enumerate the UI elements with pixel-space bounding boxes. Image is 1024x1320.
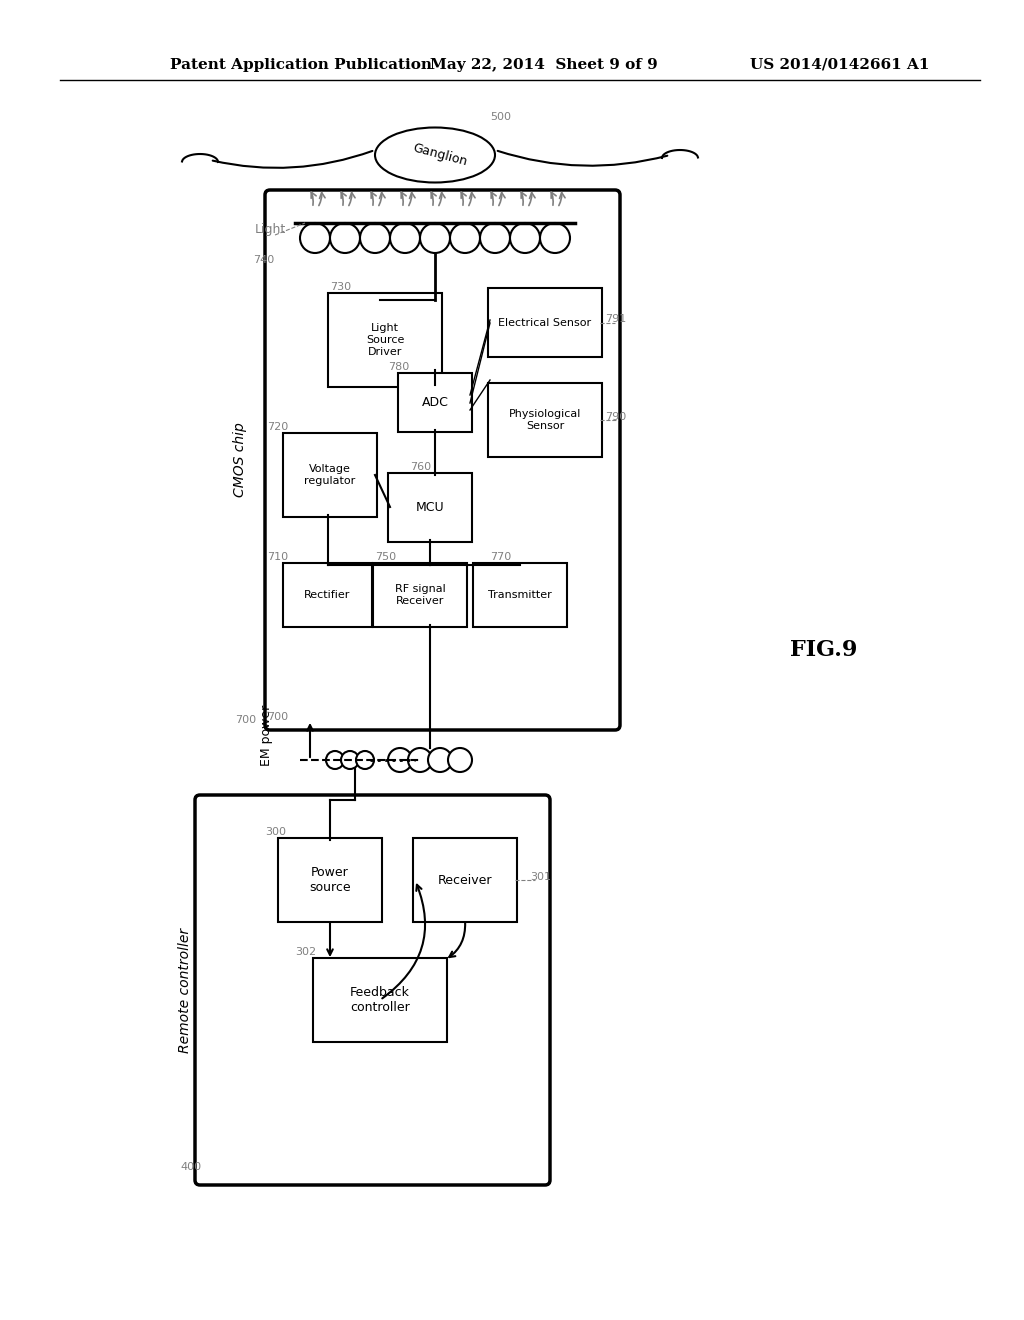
Text: 730: 730	[330, 282, 351, 292]
Circle shape	[540, 223, 570, 253]
Text: RF signal
Receiver: RF signal Receiver	[394, 585, 445, 606]
Text: 740: 740	[253, 255, 274, 265]
Circle shape	[330, 223, 360, 253]
Text: FIG.9: FIG.9	[790, 639, 857, 661]
Text: 710: 710	[267, 552, 288, 562]
Text: 760: 760	[410, 462, 431, 473]
Text: Light: Light	[255, 223, 287, 236]
Circle shape	[480, 223, 510, 253]
FancyBboxPatch shape	[488, 383, 602, 457]
Text: 700: 700	[234, 715, 256, 725]
FancyBboxPatch shape	[388, 473, 472, 543]
Circle shape	[300, 223, 330, 253]
Circle shape	[390, 223, 420, 253]
Text: Physiological
Sensor: Physiological Sensor	[509, 409, 582, 430]
FancyBboxPatch shape	[328, 293, 442, 387]
Text: Rectifier: Rectifier	[304, 590, 350, 601]
FancyBboxPatch shape	[265, 190, 620, 730]
Text: May 22, 2014  Sheet 9 of 9: May 22, 2014 Sheet 9 of 9	[430, 58, 657, 73]
Circle shape	[450, 223, 480, 253]
Text: 790: 790	[605, 412, 627, 422]
Ellipse shape	[375, 128, 495, 182]
Text: Ganglion: Ganglion	[412, 141, 469, 169]
FancyBboxPatch shape	[398, 374, 472, 432]
Text: 700: 700	[267, 711, 288, 722]
Text: 400: 400	[180, 1162, 201, 1172]
Text: Remote controller: Remote controller	[178, 928, 193, 1052]
Circle shape	[420, 223, 450, 253]
Circle shape	[356, 751, 374, 770]
Circle shape	[449, 748, 472, 772]
Text: Voltage
regulator: Voltage regulator	[304, 465, 355, 486]
Text: 720: 720	[267, 422, 288, 432]
Circle shape	[360, 223, 390, 253]
Text: 791: 791	[605, 314, 627, 325]
Text: CMOS chip: CMOS chip	[233, 422, 247, 498]
FancyBboxPatch shape	[373, 564, 467, 627]
FancyBboxPatch shape	[283, 564, 372, 627]
Text: Patent Application Publication: Patent Application Publication	[170, 58, 432, 73]
Circle shape	[408, 748, 432, 772]
FancyBboxPatch shape	[488, 288, 602, 356]
Text: 300: 300	[265, 828, 286, 837]
Text: Electrical Sensor: Electrical Sensor	[499, 318, 592, 327]
Text: 500: 500	[490, 112, 511, 121]
FancyBboxPatch shape	[413, 838, 517, 921]
Text: 770: 770	[490, 552, 511, 562]
FancyBboxPatch shape	[278, 838, 382, 921]
Text: MCU: MCU	[416, 502, 444, 513]
Text: EM power: EM power	[260, 705, 273, 766]
Text: Power
source: Power source	[309, 866, 351, 894]
Text: 301: 301	[530, 873, 551, 882]
FancyBboxPatch shape	[313, 958, 447, 1041]
Circle shape	[510, 223, 540, 253]
Text: Feedback
controller: Feedback controller	[350, 986, 410, 1014]
Circle shape	[341, 751, 359, 770]
Circle shape	[388, 748, 412, 772]
Text: US 2014/0142661 A1: US 2014/0142661 A1	[750, 58, 930, 73]
Text: 302: 302	[295, 946, 316, 957]
Text: Light
Source
Driver: Light Source Driver	[366, 323, 404, 356]
Text: 750: 750	[375, 552, 396, 562]
Circle shape	[428, 748, 452, 772]
Text: Transmitter: Transmitter	[488, 590, 552, 601]
Text: ADC: ADC	[422, 396, 449, 409]
FancyBboxPatch shape	[195, 795, 550, 1185]
Circle shape	[326, 751, 344, 770]
FancyBboxPatch shape	[473, 564, 567, 627]
Text: 780: 780	[388, 362, 410, 372]
FancyBboxPatch shape	[283, 433, 377, 517]
Text: Receiver: Receiver	[437, 874, 493, 887]
